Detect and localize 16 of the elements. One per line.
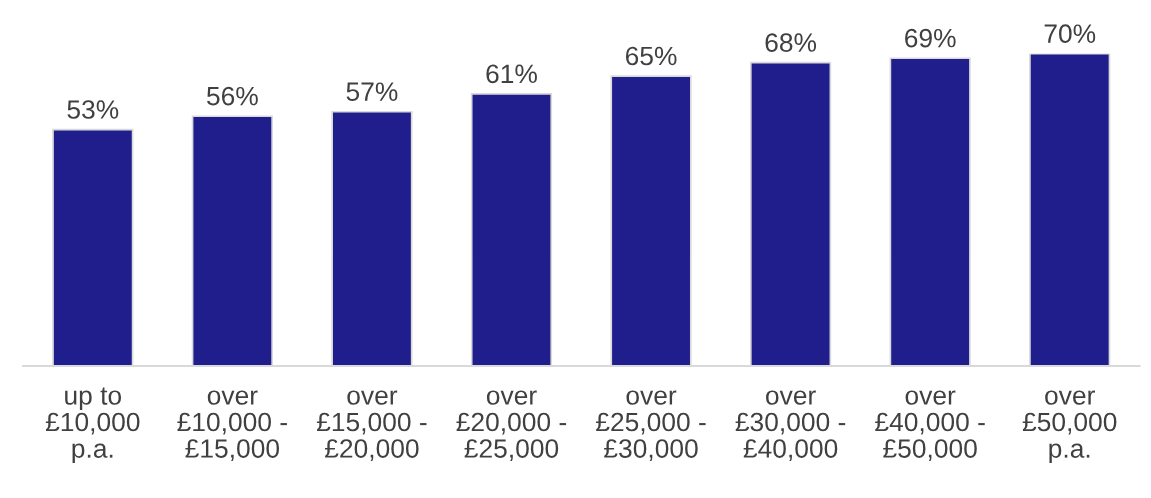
- x-tick-label: over £50,000 p.a.: [1022, 390, 1117, 464]
- x-tick-label: up to £10,000 p.a.: [45, 387, 140, 464]
- x-tick-label: over £25,000 - £30,000: [596, 390, 706, 461]
- x-tick-label: over £30,000 - £40,000: [735, 390, 846, 461]
- data-label: 61%: [486, 64, 537, 84]
- data-label: 69%: [905, 28, 956, 48]
- data-label: 65%: [625, 46, 677, 66]
- data-label: 53%: [67, 100, 119, 119]
- data-label: 56%: [207, 86, 258, 106]
- data-label: 70%: [1044, 24, 1096, 44]
- x-tick-label: over £15,000 - £20,000: [316, 390, 427, 461]
- x-tick-label: over £20,000 - £25,000: [456, 390, 567, 461]
- data-label: 68%: [765, 33, 817, 52]
- x-tick-label: over £10,000 - £15,000: [177, 390, 287, 461]
- x-tick-label: over £40,000 - £50,000: [875, 390, 985, 461]
- data-label: 57%: [346, 82, 398, 101]
